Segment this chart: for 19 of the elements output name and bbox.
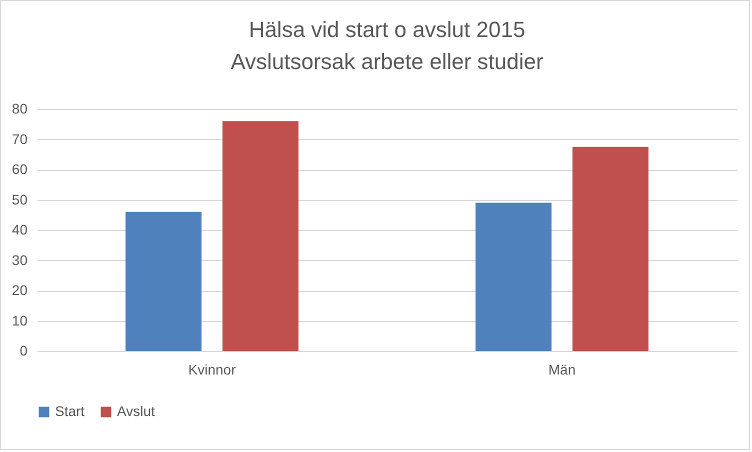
y-tick-label: 20 [12,282,28,298]
bar [572,146,648,351]
y-tick-label: 0 [20,342,28,358]
y-tick-label: 40 [12,222,28,238]
y-tick-label: 70 [12,130,28,147]
x-tick-label: Kvinnor [188,362,236,378]
y-tick-label: 10 [12,312,28,328]
bar [222,121,298,351]
legend-label: Avslut [117,403,155,419]
y-tick-label: 80 [12,100,28,116]
legend-label: Start [55,403,85,419]
bar [476,202,552,351]
x-tick-label: Män [548,362,576,378]
y-tick-label: 50 [12,191,28,208]
text: Avslutsorsak arbete eller studier [230,49,544,74]
y-tick-label: 30 [12,252,28,268]
y-tick-label: 60 [12,161,28,177]
bar [126,212,202,351]
text: Hälsa vid start o avslut 2015 [248,17,526,42]
